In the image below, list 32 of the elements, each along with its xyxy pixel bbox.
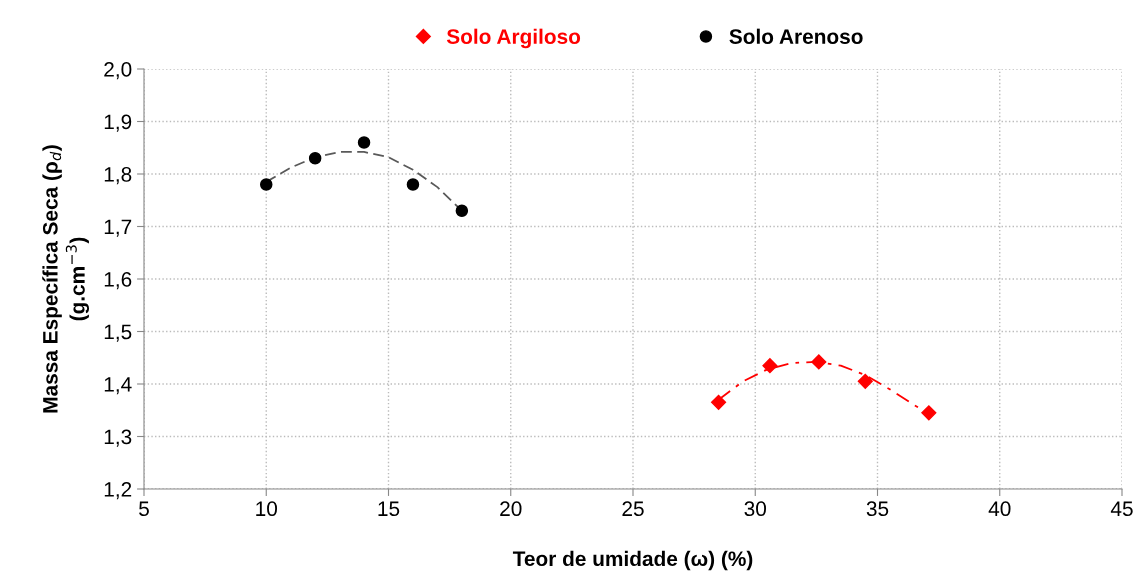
x-axis-title: Teor de umidade (ω) (%) — [512, 550, 753, 571]
x-tick-label: 5 — [139, 501, 149, 517]
point — [811, 354, 827, 370]
x-tick-label: 15 — [378, 501, 400, 517]
x-tick-label: 30 — [744, 501, 767, 517]
y-tick-label: 1,5 — [104, 324, 132, 342]
point — [857, 373, 873, 389]
y-tick-label: 1,8 — [104, 167, 132, 185]
x-tick-label: 45 — [1110, 501, 1133, 517]
y-tick-label: 1,3 — [104, 429, 132, 447]
text: Massa Específica Seca (ρ$_{d}$) (g.cm$^{−3}$) — [42, 145, 90, 413]
x-tick-label: 25 — [622, 501, 644, 517]
legend-label: Solo Arenoso — [729, 28, 863, 44]
y-tick-label: 1,9 — [104, 114, 132, 132]
y-tick-label: 1,7 — [104, 219, 132, 237]
point — [921, 405, 937, 421]
point — [455, 204, 469, 218]
point — [259, 178, 273, 191]
legend-label: Solo Argiloso — [446, 28, 581, 49]
x-tick-label: 20 — [500, 501, 522, 517]
y-tick-label: 1,4 — [104, 377, 132, 395]
point — [406, 178, 420, 191]
point — [357, 136, 371, 149]
x-tick-label: 35 — [866, 501, 889, 517]
y-tick-label: 1,6 — [104, 272, 132, 290]
y-tick-label: 2,0 — [104, 62, 132, 80]
point — [308, 151, 322, 165]
y-tick-label: 1,2 — [104, 482, 132, 500]
point — [711, 394, 727, 410]
x-tick-label: 10 — [256, 501, 278, 517]
point — [762, 358, 778, 374]
x-tick-label: 40 — [988, 501, 1011, 517]
